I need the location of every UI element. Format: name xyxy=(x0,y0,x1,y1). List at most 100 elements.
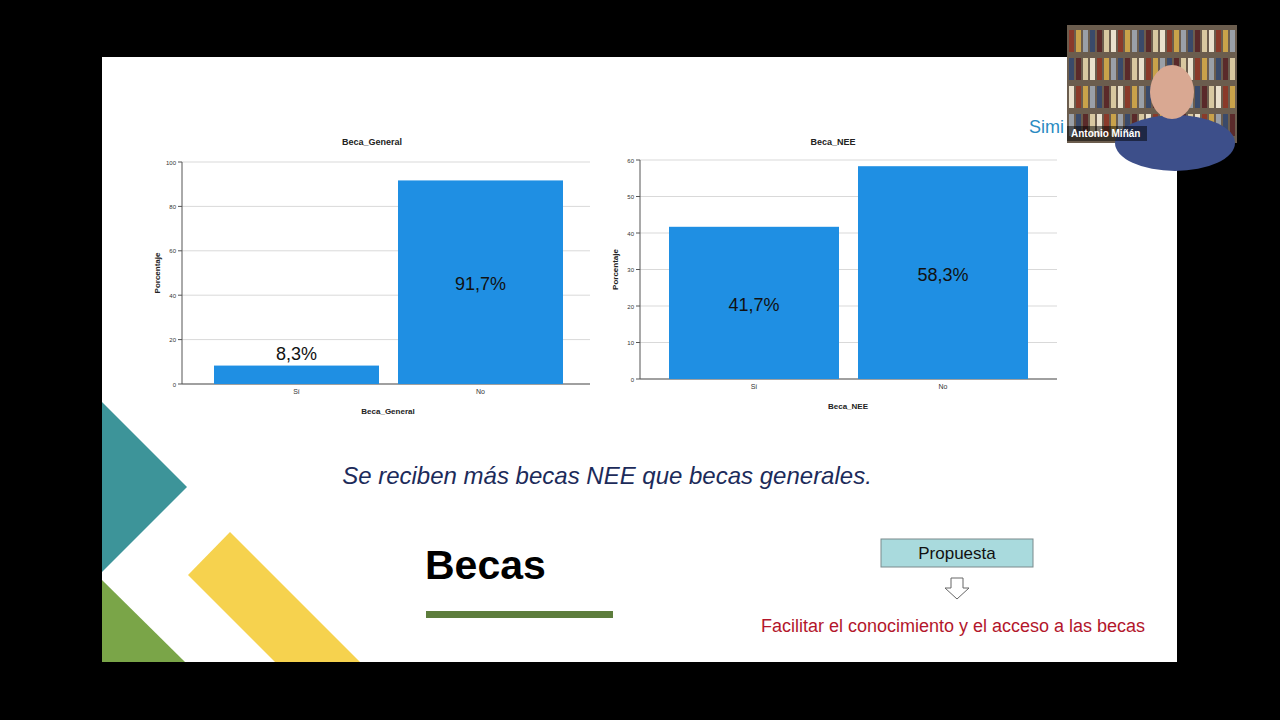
book xyxy=(1209,86,1214,108)
slide xyxy=(102,57,1177,662)
book xyxy=(1111,86,1116,108)
tick-label: 20 xyxy=(169,337,176,343)
tick-label: 50 xyxy=(627,194,634,200)
book xyxy=(1146,30,1151,52)
tick-label: 40 xyxy=(169,293,176,299)
background xyxy=(0,0,1280,720)
grid-line xyxy=(182,162,590,163)
book xyxy=(1230,86,1235,108)
speaker-name: Antonio Miñán xyxy=(1071,128,1140,139)
tick-mark xyxy=(636,342,640,343)
book xyxy=(1139,86,1144,108)
tick-mark xyxy=(636,379,640,380)
bars xyxy=(214,180,563,384)
tick-label: 30 xyxy=(627,267,634,273)
book xyxy=(1090,86,1095,108)
book xyxy=(1181,30,1186,52)
category-label: Sí xyxy=(293,388,300,395)
y-axis xyxy=(182,162,183,384)
tick-mark xyxy=(636,233,640,234)
book xyxy=(1230,58,1235,80)
bar xyxy=(669,227,839,379)
chart: Beca_General020406080100Sí8,3%No91,7%Bec… xyxy=(153,137,590,416)
proposal-text: Facilitar el conocimiento y el acceso a … xyxy=(761,616,1145,636)
deco-yellow xyxy=(188,532,360,662)
book xyxy=(1202,30,1207,52)
book xyxy=(1076,86,1081,108)
tick-label: 40 xyxy=(627,231,634,237)
y-axis-label: Porcentaje xyxy=(611,248,620,289)
person-head xyxy=(1150,65,1194,119)
tick-label: 0 xyxy=(173,382,177,388)
tick-label: 60 xyxy=(169,248,176,254)
page: Beca_General 0 20 40 60 80 100 Sí 8,3% No 91,7% Bec… xyxy=(0,0,1280,720)
book xyxy=(1104,58,1109,80)
chart-title: Beca_NEE xyxy=(810,137,855,147)
book xyxy=(1146,58,1151,80)
deco-teal xyxy=(102,402,187,572)
deco-green xyxy=(102,580,185,662)
heading-underline xyxy=(426,611,613,618)
book xyxy=(1104,86,1109,108)
category-label: No xyxy=(476,388,485,395)
book xyxy=(1223,58,1228,80)
tick-label: 20 xyxy=(627,304,634,310)
book xyxy=(1125,58,1130,80)
book xyxy=(1118,30,1123,52)
book xyxy=(1132,58,1137,80)
book xyxy=(1118,58,1123,80)
book xyxy=(1188,30,1193,52)
tick-label: 0 xyxy=(631,377,635,383)
tick-mark xyxy=(178,206,182,207)
tick-label: 80 xyxy=(169,204,176,210)
tick-mark xyxy=(178,295,182,296)
book xyxy=(1083,30,1088,52)
book xyxy=(1097,58,1102,80)
bar xyxy=(858,166,1028,379)
book xyxy=(1195,86,1200,108)
book xyxy=(1125,86,1130,108)
data-label: 58,3% xyxy=(917,265,968,285)
book xyxy=(1097,30,1102,52)
book xyxy=(1230,30,1235,52)
book xyxy=(1132,30,1137,52)
arrow-down xyxy=(945,578,969,599)
book xyxy=(1216,86,1221,108)
book xyxy=(1069,30,1074,52)
book xyxy=(1209,30,1214,52)
category-label: Sí xyxy=(751,383,758,390)
book xyxy=(1083,58,1088,80)
tick-mark xyxy=(178,162,182,163)
proposal-box xyxy=(881,539,1033,567)
data-label: 8,3% xyxy=(276,344,317,364)
tick-label: 100 xyxy=(166,160,177,166)
book xyxy=(1216,30,1221,52)
book xyxy=(1076,30,1081,52)
book xyxy=(1216,58,1221,80)
book xyxy=(1132,86,1137,108)
person-body xyxy=(1115,115,1235,171)
book xyxy=(1125,30,1130,52)
book xyxy=(1111,58,1116,80)
tick-mark xyxy=(636,306,640,307)
book xyxy=(1195,30,1200,52)
x-axis-label: Beca_General xyxy=(361,407,414,416)
heading: Becas xyxy=(425,542,546,588)
bar xyxy=(214,366,379,384)
tick-mark xyxy=(636,160,640,161)
data-label: 41,7% xyxy=(728,295,779,315)
tick-mark xyxy=(636,196,640,197)
tick-label: 60 xyxy=(627,158,634,164)
tick-mark xyxy=(178,384,182,385)
book xyxy=(1153,30,1158,52)
book xyxy=(1167,30,1172,52)
data-label: 91,7% xyxy=(455,274,506,294)
book xyxy=(1069,58,1074,80)
book xyxy=(1202,86,1207,108)
book xyxy=(1223,30,1228,52)
book xyxy=(1223,86,1228,108)
book xyxy=(1174,30,1179,52)
book xyxy=(1195,58,1200,80)
tick-mark xyxy=(636,269,640,270)
book xyxy=(1160,30,1165,52)
